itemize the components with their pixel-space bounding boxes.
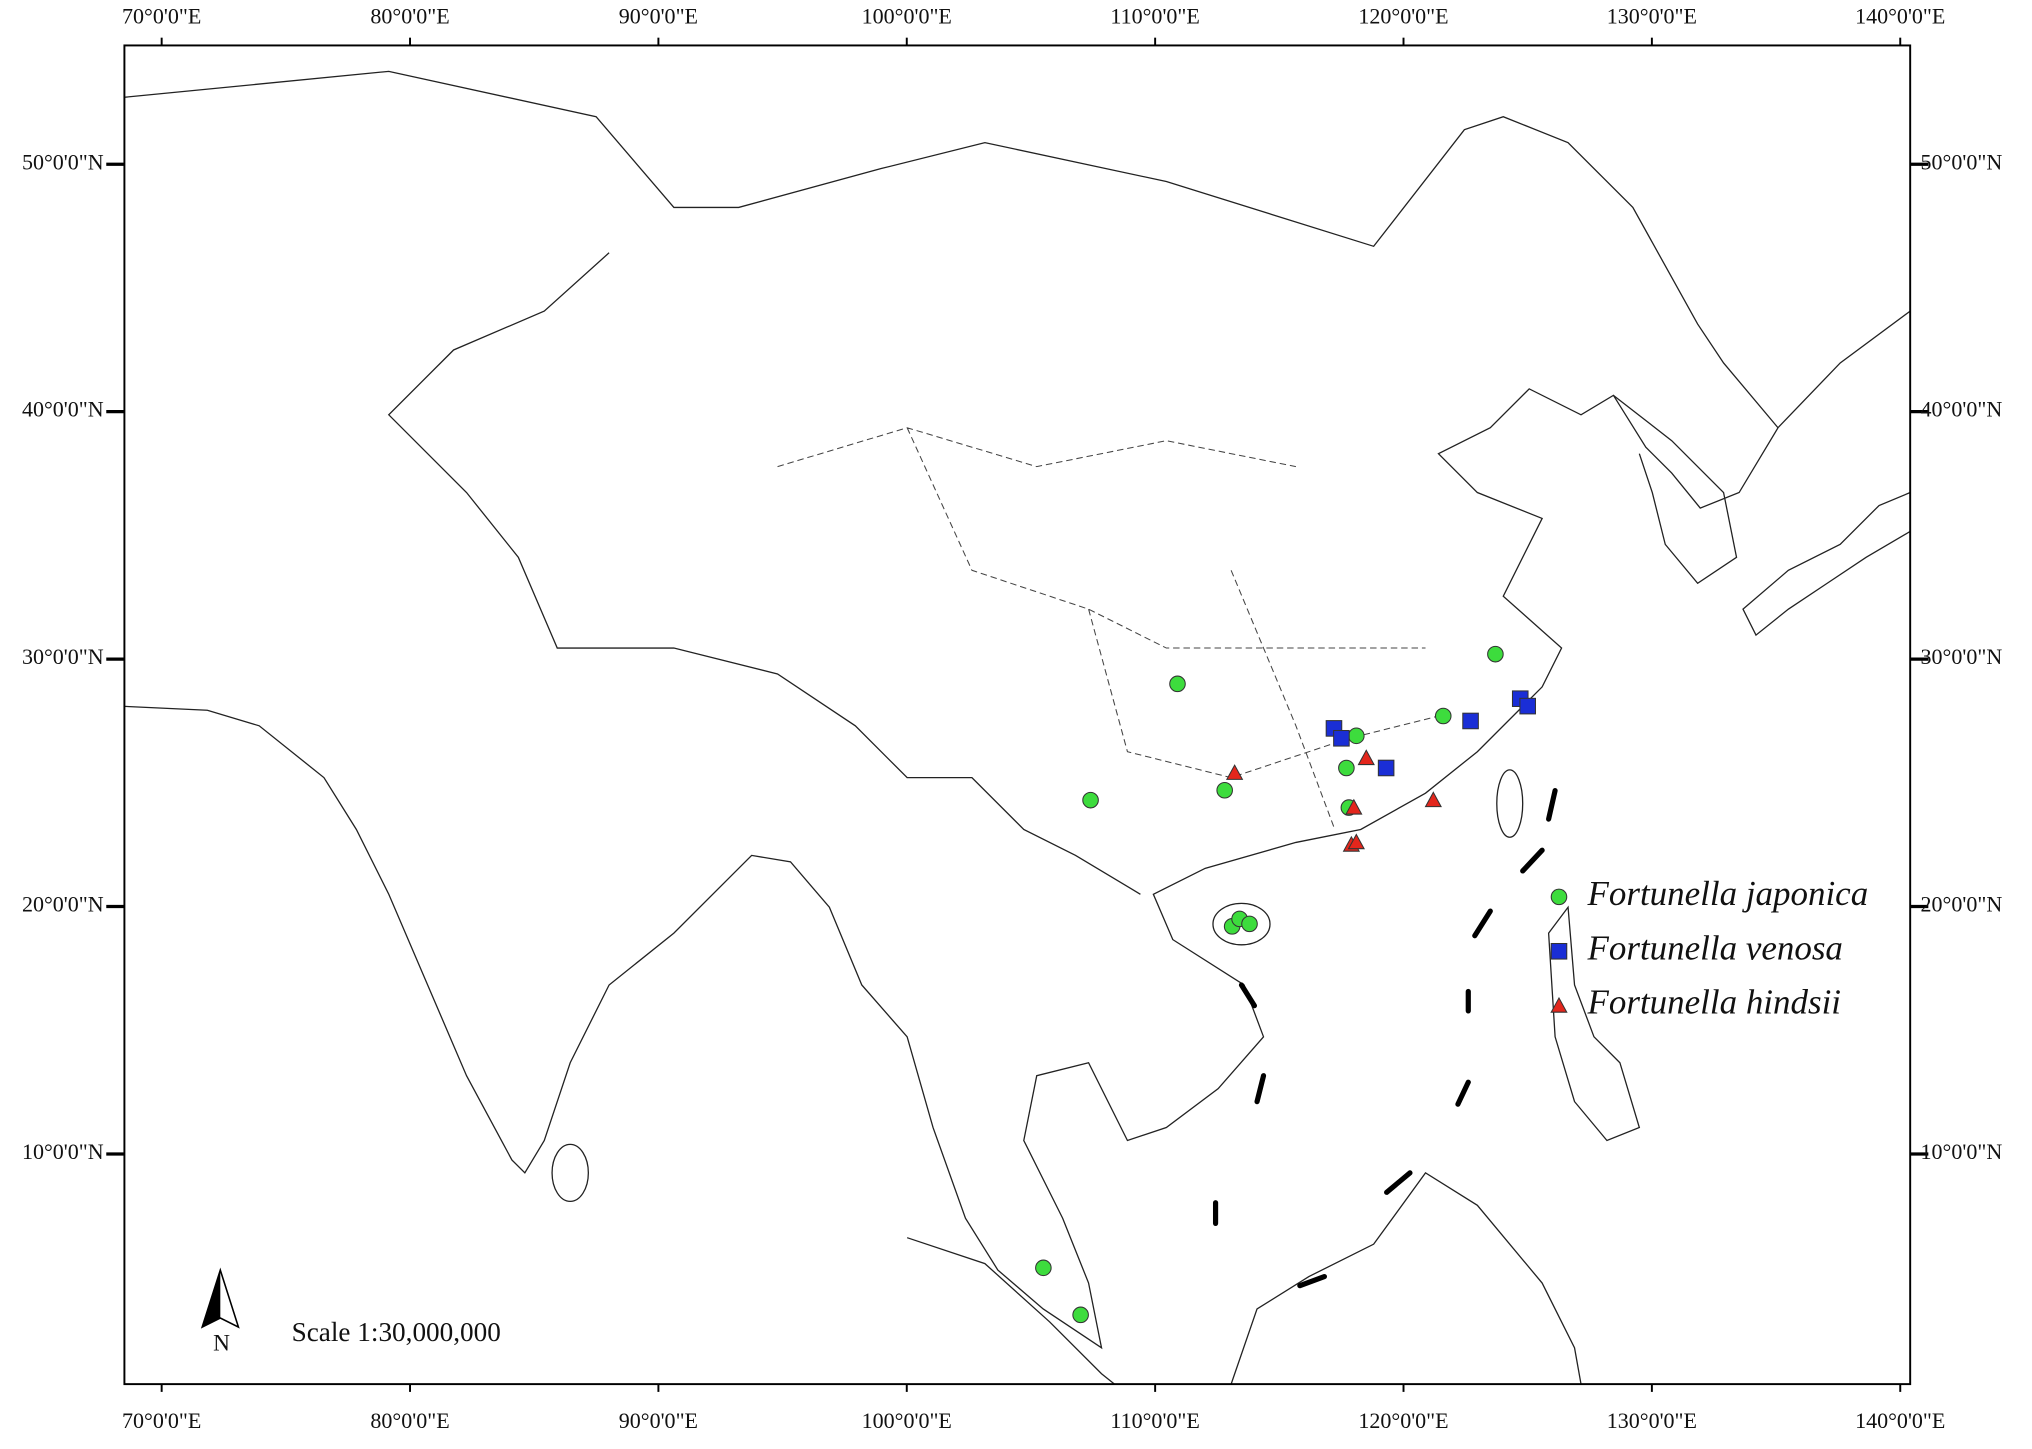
boundary-dash [1472,908,1493,939]
x-tick-label: 80°0'0"E [370,3,449,28]
x-tick-label: 140°0'0"E [1855,3,1945,28]
occurrence-point [1345,798,1363,815]
scale-label: Scale 1:30,000,000 [292,1317,501,1347]
x-tick-label: 90°0'0"E [619,1408,698,1433]
y-tick-label: 20°0'0"N [1921,892,2003,917]
legend-marker [1550,942,1568,960]
x-tick-label: 90°0'0"E [619,3,698,28]
legend-label: Fortunella hindsii [1586,983,1841,1022]
y-tick-label: 50°0'0"N [22,149,104,174]
borneo [1230,1172,1582,1385]
x-tick-label: 100°0'0"E [862,3,952,28]
mainland-coast [124,310,1911,1350]
occurrence-point [1357,749,1375,766]
occurrence-point [1462,712,1479,730]
occurrence-point [1377,759,1395,777]
boundary-dash [1297,1273,1328,1289]
hainan [1212,902,1271,946]
boundary-dash [1546,788,1558,822]
y-tick-label: 10°0'0"N [1921,1139,2003,1164]
korea [1613,394,1738,585]
boundary-dash [1520,847,1545,874]
legend-marker [1550,888,1568,906]
x-tick-label: 120°0'0"E [1358,1408,1448,1433]
y-tick-label: 50°0'0"N [1921,149,2003,174]
boundary-dash [1384,1170,1413,1195]
y-tick-label: 40°0'0"N [1921,397,2003,422]
occurrence-point [1348,727,1365,745]
occurrence-point [1082,791,1099,809]
occurrence-point [1333,729,1350,747]
occurrence-point [1035,1259,1052,1277]
x-tick-label: 110°0'0"E [1110,1408,1199,1433]
occurrence-point [1225,764,1244,780]
occurrence-point [1487,645,1504,663]
northern-border [124,70,1779,429]
occurrence-point [1216,781,1233,799]
boundary-dash [1455,1079,1471,1107]
occurrence-point [1072,1306,1089,1324]
x-tick-label: 120°0'0"E [1358,3,1448,28]
y-tick-label: 30°0'0"N [1921,644,2003,669]
sri-lanka [551,1143,589,1203]
x-tick-label: 110°0'0"E [1110,3,1199,28]
basemap [124,70,1911,1385]
map-frame [123,44,1912,1386]
y-tick-label: 30°0'0"N [22,644,104,669]
occurrence-point [1169,675,1186,693]
occurrence-point [1434,707,1452,725]
occurrence-point [1347,833,1365,850]
x-tick-label: 140°0'0"E [1855,1408,1945,1433]
x-tick-label: 130°0'0"E [1607,1408,1697,1433]
china-west-border [387,252,1141,895]
y-tick-label: 40°0'0"N [22,397,104,422]
north-label: N [213,1331,230,1357]
north-arrow: N [200,1267,240,1357]
x-tick-label: 70°0'0"E [122,1408,201,1433]
philippines [1547,905,1641,1142]
x-tick-label: 70°0'0"E [122,3,201,28]
boundary-dash [1238,982,1258,1009]
x-tick-label: 130°0'0"E [1607,3,1697,28]
occurrence-point [1519,697,1536,715]
province-borders [777,427,1452,830]
x-tick-label: 100°0'0"E [862,1408,952,1433]
boundary-dash [1254,1073,1267,1105]
occurrence-point [1338,759,1355,777]
sumatra [906,1237,1115,1385]
x-tick-label: 80°0'0"E [370,1408,449,1433]
legend-label: Fortunella japonica [1586,874,1868,913]
occurrence-point [1424,791,1442,808]
y-tick-label: 10°0'0"N [22,1139,104,1164]
occurrence-point [1241,915,1258,933]
taiwan [1496,769,1524,838]
y-tick-label: 20°0'0"N [22,892,104,917]
legend-label: Fortunella venosa [1586,928,1842,967]
legend-marker [1550,996,1568,1013]
